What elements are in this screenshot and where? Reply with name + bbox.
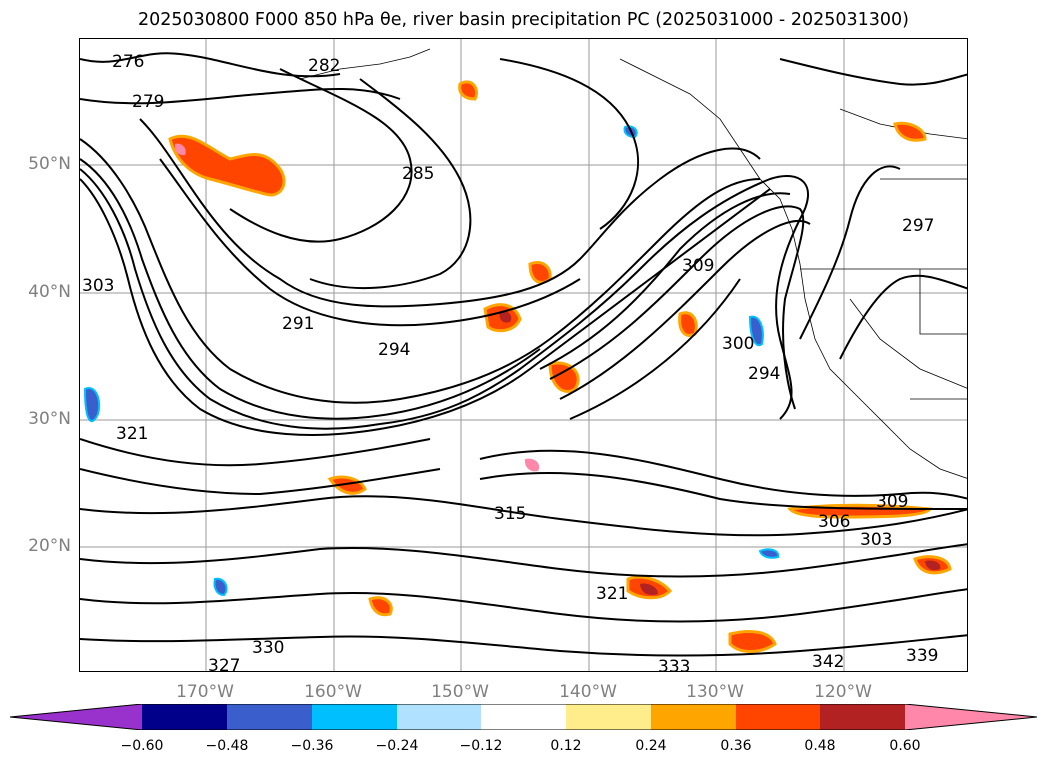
lat-label-50n: 50°N — [28, 154, 71, 174]
lon-label-120w: 120°W — [814, 682, 872, 702]
colorbar-tick: −0.36 — [290, 738, 334, 754]
colorbar-tick: −0.12 — [459, 738, 503, 754]
colorbar-segment — [905, 704, 1037, 730]
colorbar-segment — [481, 704, 566, 730]
contour-label: 291 — [282, 314, 314, 334]
colorbar-segment — [651, 704, 736, 730]
colorbar-tick: −0.48 — [205, 738, 249, 754]
lat-label-40n: 40°N — [28, 282, 71, 302]
contour-label: 327 — [208, 656, 240, 672]
colorbar-tick: −0.24 — [375, 738, 419, 754]
colorbar-tick: 0.12 — [550, 738, 582, 754]
colorbar-segment — [820, 704, 905, 730]
contour-label: 276 — [112, 52, 144, 72]
contour-label: 282 — [308, 56, 340, 76]
contour-label: 321 — [596, 584, 628, 604]
lon-label-140w: 140°W — [559, 682, 617, 702]
map-canvas: 276 282 279 285 303 291 294 309 300 294 … — [80, 39, 967, 672]
contour-label: 321 — [116, 424, 148, 444]
contour-label: 330 — [252, 638, 284, 658]
colorbar — [10, 704, 1037, 730]
contour-label: 339 — [906, 646, 938, 666]
colorbar-segment — [397, 704, 481, 730]
colorbar-segment — [142, 704, 227, 730]
lon-label-160w: 160°W — [304, 682, 362, 702]
contour-label: 306 — [818, 512, 850, 532]
colorbar-tick: 0.36 — [720, 738, 752, 754]
contour-label: 303 — [860, 530, 892, 550]
contour-label: 309 — [682, 256, 714, 276]
lat-label-30n: 30°N — [28, 409, 71, 429]
colorbar-segment — [312, 704, 397, 730]
colorbar-segment — [10, 704, 142, 730]
contour-label: 315 — [494, 504, 526, 524]
theta-e-contours — [80, 52, 967, 657]
coastlines — [299, 48, 967, 479]
lon-label-150w: 150°W — [431, 682, 489, 702]
lat-label-20n: 20°N — [28, 536, 71, 556]
colorbar-segment — [566, 704, 651, 730]
contour-label: 333 — [658, 657, 690, 672]
contour-label: 294 — [748, 364, 780, 384]
lon-label-170w: 170°W — [176, 682, 234, 702]
contour-label: 279 — [132, 92, 164, 112]
colorbar-tick: 0.24 — [635, 738, 667, 754]
colorbar-tick: 0.60 — [889, 738, 921, 754]
colorbar-tick: 0.48 — [804, 738, 836, 754]
plot-title: 2025030800 F000 850 hPa θe, river basin … — [138, 10, 909, 30]
precip-fills — [83, 80, 952, 653]
colorbar-segment — [227, 704, 312, 730]
contour-label: 309 — [876, 492, 908, 512]
contour-label: 342 — [812, 652, 844, 672]
contour-label: 297 — [902, 216, 934, 236]
contour-label: 285 — [402, 164, 434, 184]
contour-label: 303 — [82, 276, 114, 296]
colorbar-segment — [736, 704, 820, 730]
colorbar-tick: −0.60 — [120, 738, 164, 754]
contour-label: 294 — [378, 340, 410, 360]
contour-labels: 276 282 279 285 303 291 294 309 300 294 … — [82, 52, 938, 672]
contour-label: 300 — [722, 334, 754, 354]
lon-label-130w: 130°W — [686, 682, 744, 702]
map-panel: 276 282 279 285 303 291 294 309 300 294 … — [79, 38, 968, 672]
